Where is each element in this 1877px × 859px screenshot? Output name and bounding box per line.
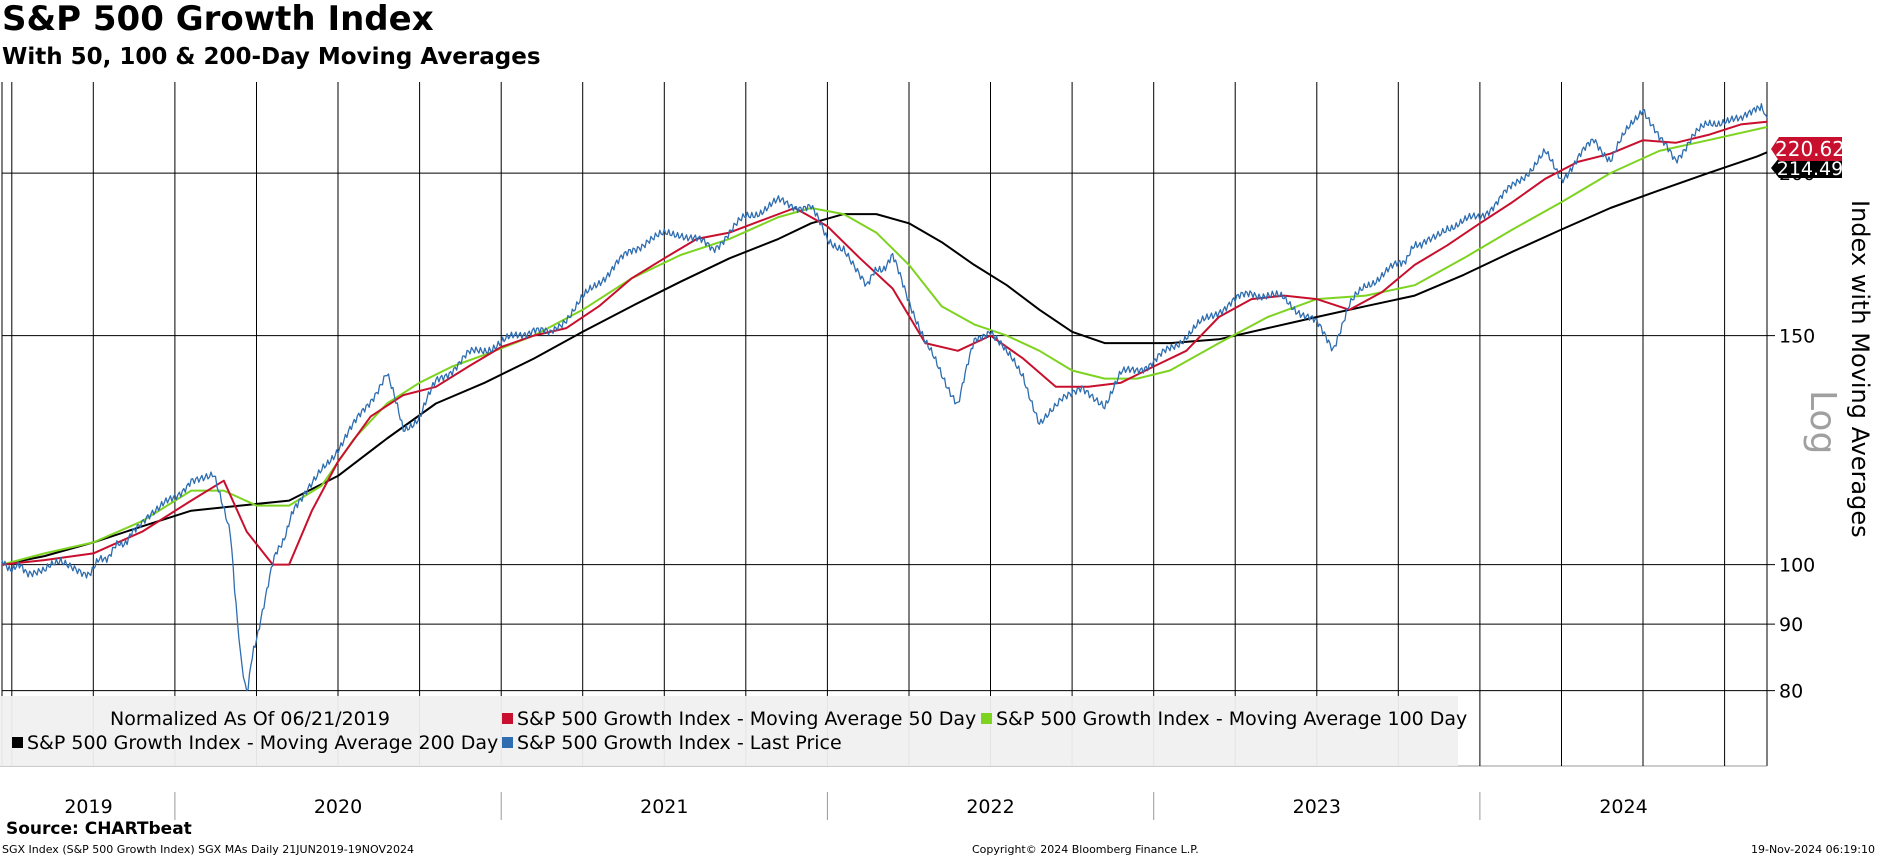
legend-background [0,696,1458,766]
y-tick-label: 80 [1779,681,1803,703]
series-line-ma50 [1,120,1768,566]
legend-swatch-ma100 [981,713,992,724]
y-tick-label: 90 [1779,614,1803,636]
legend-swatch-price [502,737,513,748]
chart-subtitle: With 50, 100 & 200-Day Moving Averages [2,44,541,70]
footer-copyright: Copyright© 2024 Bloomberg Finance L.P. [972,843,1199,856]
log-scale-label: Log [1802,390,1843,454]
ma200-value-label: 214.49 [1777,158,1843,180]
legend-label-ma100: S&P 500 Growth Index - Moving Average 10… [996,708,1467,730]
x-tick-label: 2019 [64,796,112,818]
last-price-value-tag [1771,137,1842,161]
legend-normalized-note: Normalized As Of 06/21/2019 [110,708,390,730]
y-axis-label: Index with Moving Averages [1846,200,1874,538]
series-layer [1,103,1768,692]
x-tick-label: 2023 [1293,796,1341,818]
x-tick-label: 2021 [640,796,688,818]
x-tick-label: 2020 [314,796,362,818]
x-tick-label: 2022 [966,796,1014,818]
legend-label-price: S&P 500 Growth Index - Last Price [517,732,842,754]
y-tick-label: 100 [1779,555,1815,577]
x-axis-ticks: 2019 2020 2021 2022 2023 2024 [64,792,1648,820]
series-line-ma200 [1,151,1768,566]
ma200-value-tag [1771,158,1842,178]
series-line-price [1,103,1768,692]
source-note: Source: CHARTbeat [6,819,192,839]
x-tick-label: 2024 [1599,796,1647,818]
chart-grid [0,82,1775,767]
footer-series-info: SGX Index (S&P 500 Growth Index) SGX MAs… [2,843,414,856]
legend-label-ma50: S&P 500 Growth Index - Moving Average 50… [517,708,976,730]
footer-timestamp: 19-Nov-2024 06:19:10 [1750,843,1875,856]
y-tick-label: 150 [1779,326,1815,348]
legend: Normalized As Of 06/21/2019 S&P 500 Growt… [0,696,1467,766]
chart-title: S&P 500 Growth Index [2,0,434,39]
legend-swatch-ma50 [502,713,513,724]
series-line-ma100 [1,126,1768,566]
legend-label-ma200: S&P 500 Growth Index - Moving Average 20… [27,732,498,754]
legend-swatch-ma200 [12,737,23,748]
last-price-value-label: 220.62 [1775,137,1845,161]
